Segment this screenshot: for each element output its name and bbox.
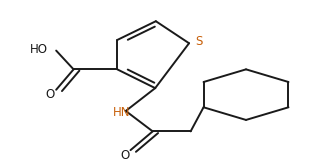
Text: O: O — [120, 149, 129, 162]
Text: HN: HN — [113, 106, 131, 119]
Text: HO: HO — [30, 43, 48, 56]
Text: S: S — [195, 35, 202, 48]
Text: O: O — [45, 88, 54, 101]
